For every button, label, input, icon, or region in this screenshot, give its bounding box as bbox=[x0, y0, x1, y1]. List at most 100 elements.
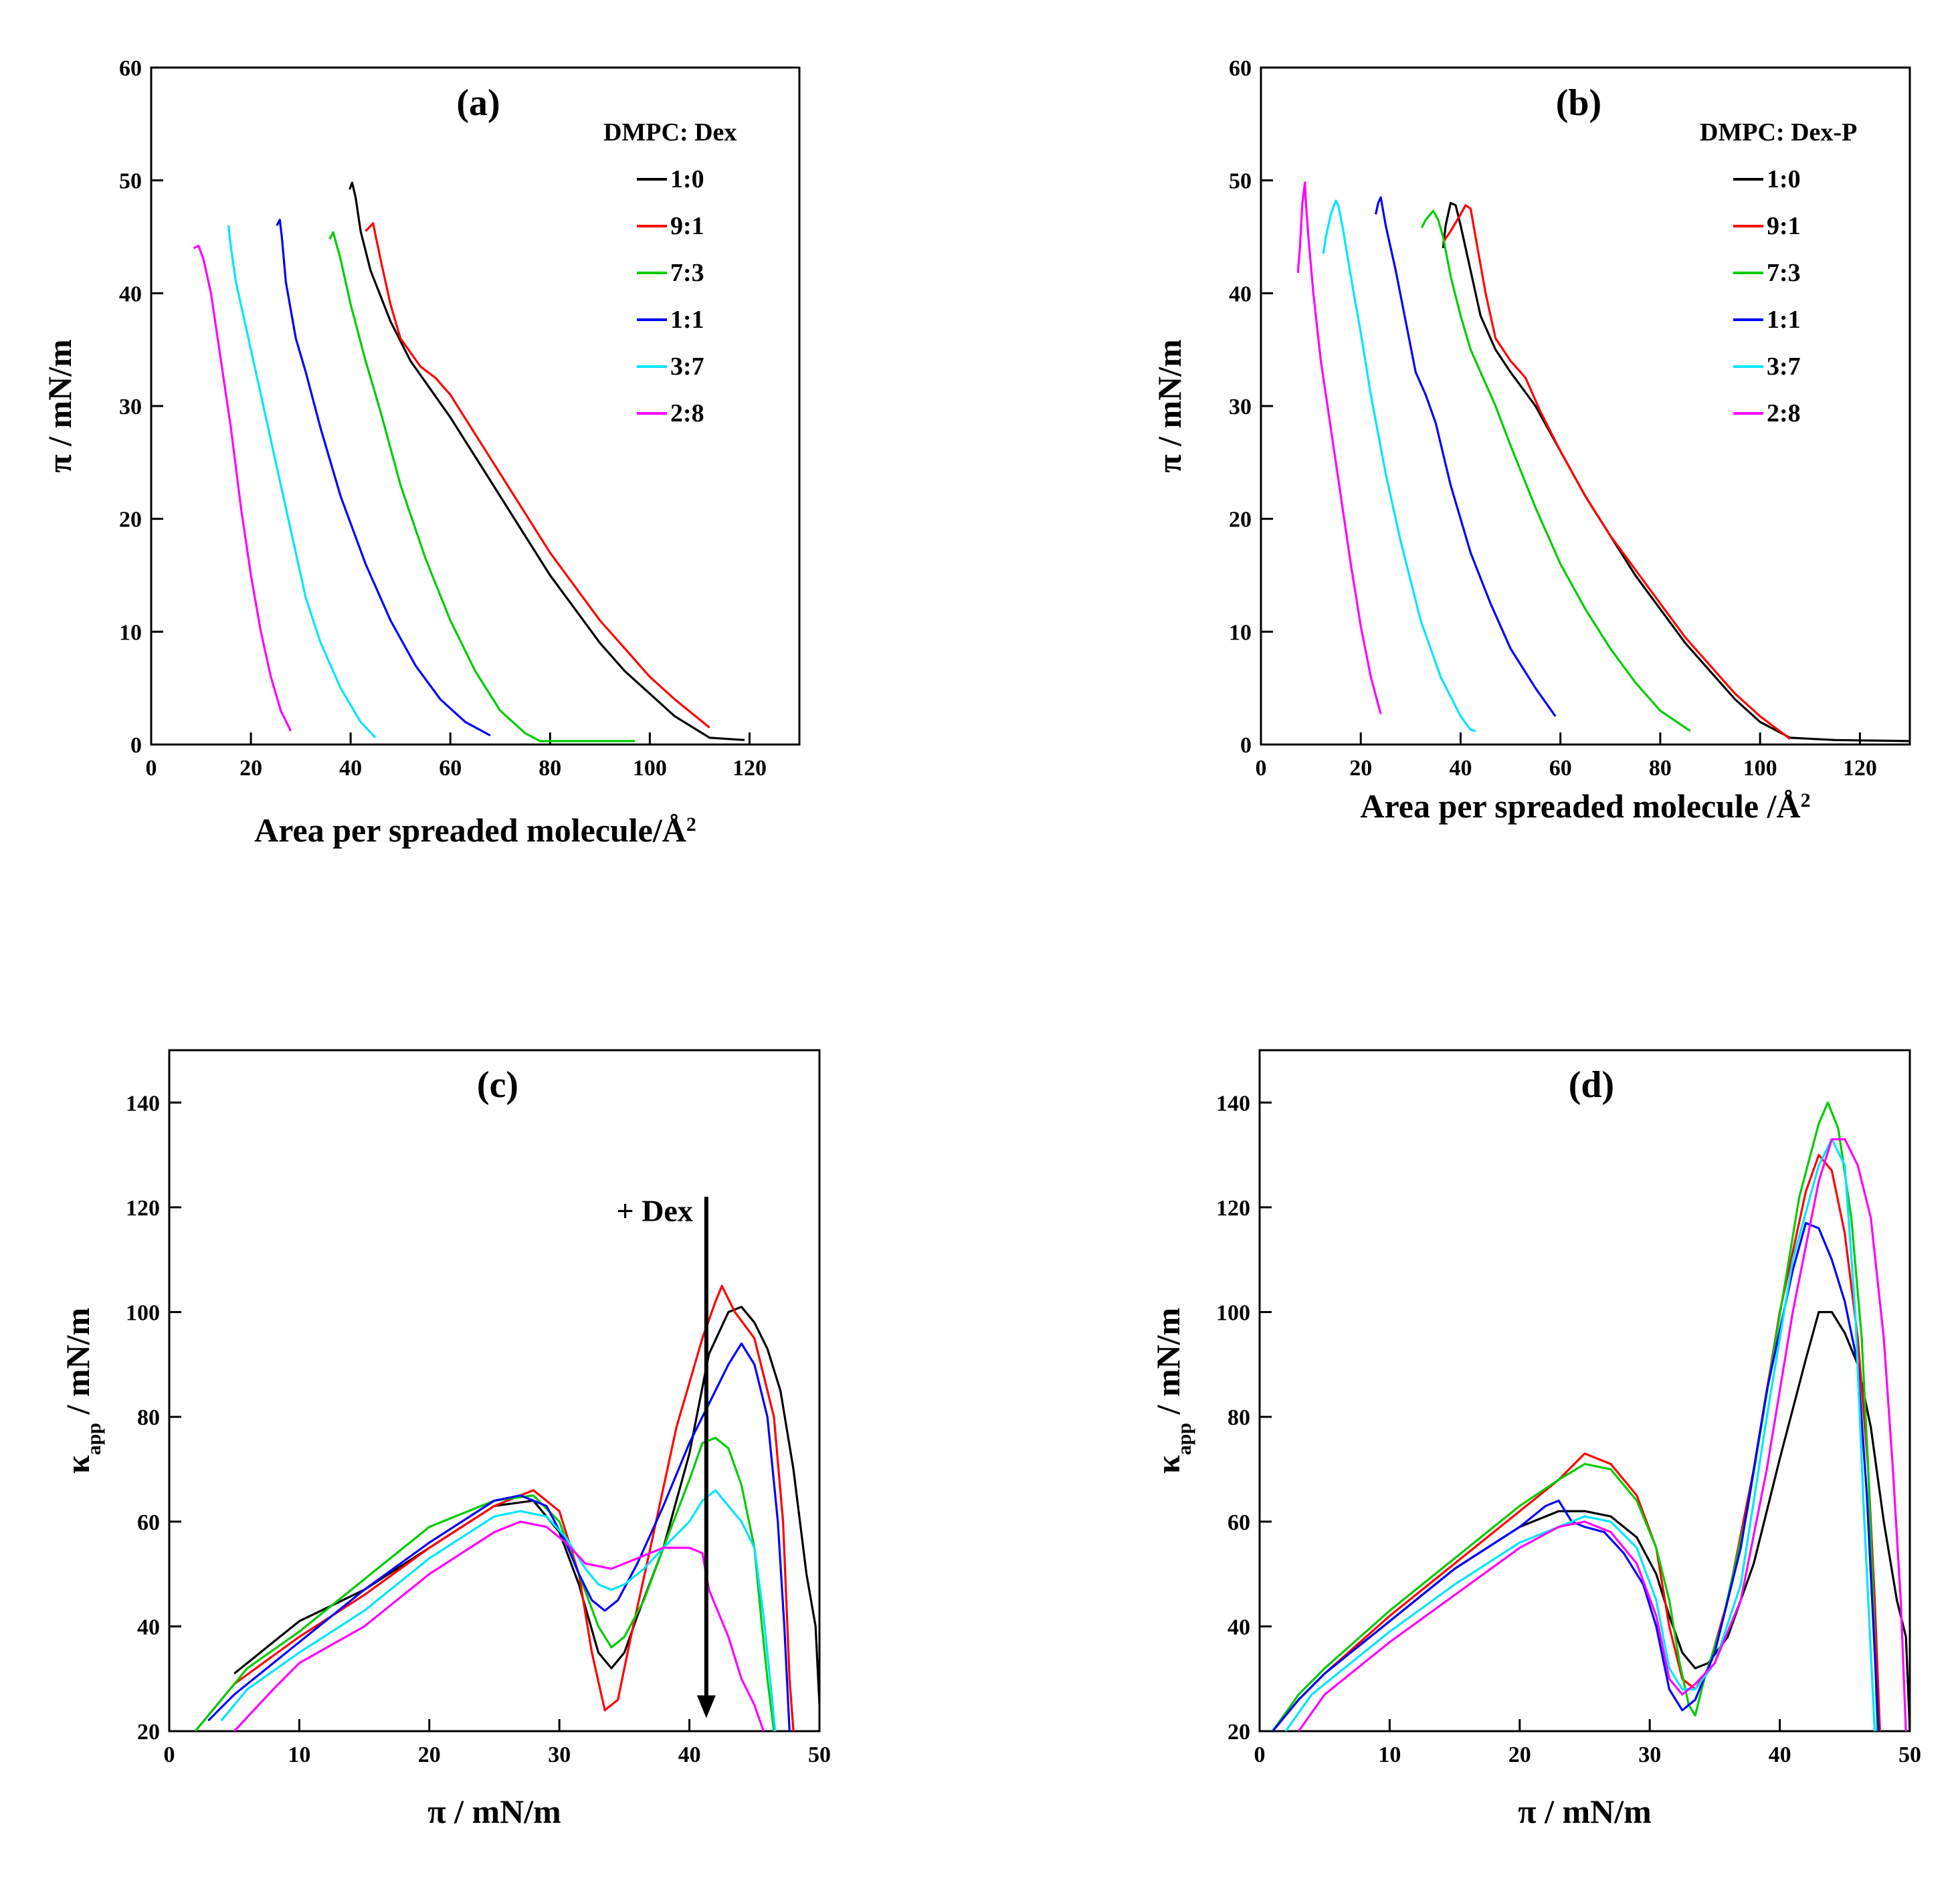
chart2-xtick-label-0: 0 bbox=[164, 1743, 175, 1767]
chart2-xtick-label-30: 30 bbox=[548, 1743, 571, 1767]
chart2-frame bbox=[168, 1049, 821, 1733]
chart0-legend-label-1-0: 1:0 bbox=[670, 165, 704, 193]
chart1-legend-label-3-7: 3:7 bbox=[1767, 353, 1801, 381]
chart0-series-7-3 bbox=[328, 231, 635, 742]
chart1-series-9-1 bbox=[1442, 204, 1791, 740]
chart1-legend-label-9-1: 9:1 bbox=[1767, 212, 1801, 240]
chart0-xtick-label-60: 60 bbox=[439, 756, 462, 781]
chart3-ytick-label-40: 40 bbox=[1228, 1615, 1250, 1640]
chart0-xtick-label-40: 40 bbox=[339, 756, 362, 781]
chart2-ylabel-rest: / mN/m bbox=[59, 1308, 96, 1423]
chart0-legend-label-9-1: 9:1 bbox=[670, 212, 704, 240]
chart3-series-2-8 bbox=[1297, 1138, 1907, 1731]
chart1-series-3-7 bbox=[1322, 199, 1476, 732]
chart0-ytick-label-30: 30 bbox=[119, 395, 142, 419]
chart0-ytick-label-10: 10 bbox=[119, 620, 142, 645]
chart3-ylabel: κapp / mN/m bbox=[1149, 1308, 1195, 1474]
chart2-ytick-label-20: 20 bbox=[137, 1720, 160, 1745]
panel-b: 0 20 40 60 80 100 120 0 10 20 30 40 50 60 (b) Area per … bbox=[1151, 56, 1911, 825]
chart3-series-1-0 bbox=[1272, 1310, 1910, 1731]
chart2-xtick-label-40: 40 bbox=[678, 1743, 701, 1767]
chart1-legend-label-2-8: 2:8 bbox=[1767, 399, 1801, 427]
chart3-ytick-label-140: 140 bbox=[1216, 1091, 1250, 1116]
chart3-ytick-label-100: 100 bbox=[1216, 1301, 1250, 1326]
chart3-title: (d) bbox=[1569, 1064, 1614, 1106]
chart0-xtick-label-0: 0 bbox=[146, 756, 157, 781]
chart2-xlabel: π / mN/m bbox=[427, 1793, 561, 1830]
chart0-series-2-8 bbox=[193, 244, 292, 732]
chart0-xlabel-sup: 2 bbox=[686, 813, 696, 835]
chart0-ytick-label-60: 60 bbox=[119, 56, 142, 81]
chart1-ytick-label-0: 0 bbox=[1240, 733, 1252, 758]
chart2-series-3-7 bbox=[220, 1489, 777, 1731]
chart1-series-1-0 bbox=[1442, 201, 1910, 742]
chart2-xtick-label-20: 20 bbox=[418, 1743, 441, 1767]
chart1-title: (b) bbox=[1556, 82, 1601, 124]
chart3-ytick-label-60: 60 bbox=[1228, 1510, 1250, 1535]
chart0-series-9-1 bbox=[365, 222, 710, 728]
panel-d: 0 10 20 30 40 50 20 40 60 80 100 120 140 (d) π / mN/m κ… bbox=[1149, 1049, 1921, 1830]
chart1-xtick-label-120: 120 bbox=[1843, 756, 1877, 781]
chart0-xlabel: Area per spreaded molecule/Å2 bbox=[254, 811, 696, 849]
chart1-series-1-1 bbox=[1375, 196, 1557, 717]
chart0-legend-title: DMPC: Dex bbox=[603, 118, 737, 146]
chart3-xtick-label-10: 10 bbox=[1378, 1743, 1401, 1767]
chart1-series-2-8 bbox=[1296, 181, 1382, 714]
chart3-ylabel-sub: app bbox=[1173, 1423, 1195, 1455]
chart2-arrow-head-icon bbox=[696, 1695, 716, 1718]
chart0-ytick-label-0: 0 bbox=[130, 733, 142, 758]
panel-c: 0 10 20 30 40 50 20 40 60 80 100 120 140 (c) π / mN/m κ… bbox=[59, 1049, 831, 1830]
chart1-xtick-label-80: 80 bbox=[1649, 756, 1672, 781]
panel-a: 0 20 40 60 80 100 120 0 10 20 30 40 50 60 (a) Area per … bbox=[41, 56, 801, 849]
chart0-legend-label-2-8: 2:8 bbox=[670, 399, 704, 427]
chart1-xtick-label-0: 0 bbox=[1256, 756, 1267, 781]
chart1-ytick-label-40: 40 bbox=[1229, 282, 1252, 306]
chart3-ylabel-rest: / mN/m bbox=[1149, 1308, 1187, 1423]
chart1-ytick-label-50: 50 bbox=[1229, 169, 1252, 194]
chart2-series-9-1 bbox=[194, 1284, 795, 1731]
chart2-title: (c) bbox=[477, 1064, 518, 1106]
chart2-ylabel-main: κ bbox=[59, 1455, 96, 1474]
chart2-ytick-label-60: 60 bbox=[137, 1510, 160, 1535]
chart2-ytick-label-100: 100 bbox=[126, 1301, 160, 1326]
chart0-ytick-label-50: 50 bbox=[119, 169, 142, 194]
chart1-ytick-label-30: 30 bbox=[1229, 395, 1252, 419]
chart1-xlabel: Area per spreaded molecule /Å2 bbox=[1360, 787, 1810, 825]
chart3-ytick-label-120: 120 bbox=[1216, 1196, 1250, 1221]
chart2-ylabel-sub: app bbox=[83, 1423, 105, 1455]
chart0-xtick-label-80: 80 bbox=[538, 756, 561, 781]
chart2-series-2-8 bbox=[233, 1520, 765, 1731]
chart2-xtick-label-50: 50 bbox=[808, 1743, 831, 1767]
chart3-frame bbox=[1258, 1049, 1911, 1733]
chart0-series-1-0 bbox=[349, 181, 745, 741]
chart1-legend-label-7-3: 7:3 bbox=[1767, 259, 1801, 287]
chart2-ytick-label-120: 120 bbox=[126, 1196, 160, 1221]
chart2-annotation: + Dex bbox=[617, 1193, 693, 1227]
chart3-xtick-label-0: 0 bbox=[1254, 1743, 1266, 1767]
chart2-ytick-label-140: 140 bbox=[126, 1091, 160, 1116]
chart3-xtick-label-30: 30 bbox=[1638, 1743, 1661, 1767]
chart3-series-7-3 bbox=[1272, 1101, 1878, 1731]
chart0-title: (a) bbox=[456, 82, 500, 124]
chart1-xtick-label-100: 100 bbox=[1743, 756, 1777, 781]
chart2-series-1-1 bbox=[207, 1342, 791, 1731]
chart0-xtick-label-120: 120 bbox=[732, 756, 767, 781]
chart3-xtick-label-50: 50 bbox=[1898, 1743, 1921, 1767]
chart0-series-1-1 bbox=[276, 219, 491, 736]
chart0-legend-label-3-7: 3:7 bbox=[670, 353, 704, 381]
chart1-ylabel: π / mN/m bbox=[1151, 339, 1188, 473]
chart0-ytick-label-40: 40 bbox=[119, 282, 142, 306]
chart1-xtick-label-60: 60 bbox=[1549, 756, 1572, 781]
chart1-ytick-label-60: 60 bbox=[1229, 56, 1252, 81]
chart0-ytick-label-20: 20 bbox=[119, 508, 142, 532]
chart1-frame bbox=[1260, 66, 1911, 746]
chart1-series-7-3 bbox=[1420, 209, 1691, 732]
chart0-xtick-label-20: 20 bbox=[239, 756, 262, 781]
chart3-xtick-label-20: 20 bbox=[1508, 1743, 1531, 1767]
chart1-ytick-label-20: 20 bbox=[1229, 508, 1252, 532]
chart0-series-3-7 bbox=[227, 225, 377, 738]
chart3-series-3-7 bbox=[1284, 1138, 1876, 1731]
chart2-xtick-label-10: 10 bbox=[288, 1743, 310, 1767]
chart3-ytick-label-20: 20 bbox=[1228, 1720, 1250, 1745]
chart1-ytick-label-10: 10 bbox=[1229, 620, 1252, 645]
